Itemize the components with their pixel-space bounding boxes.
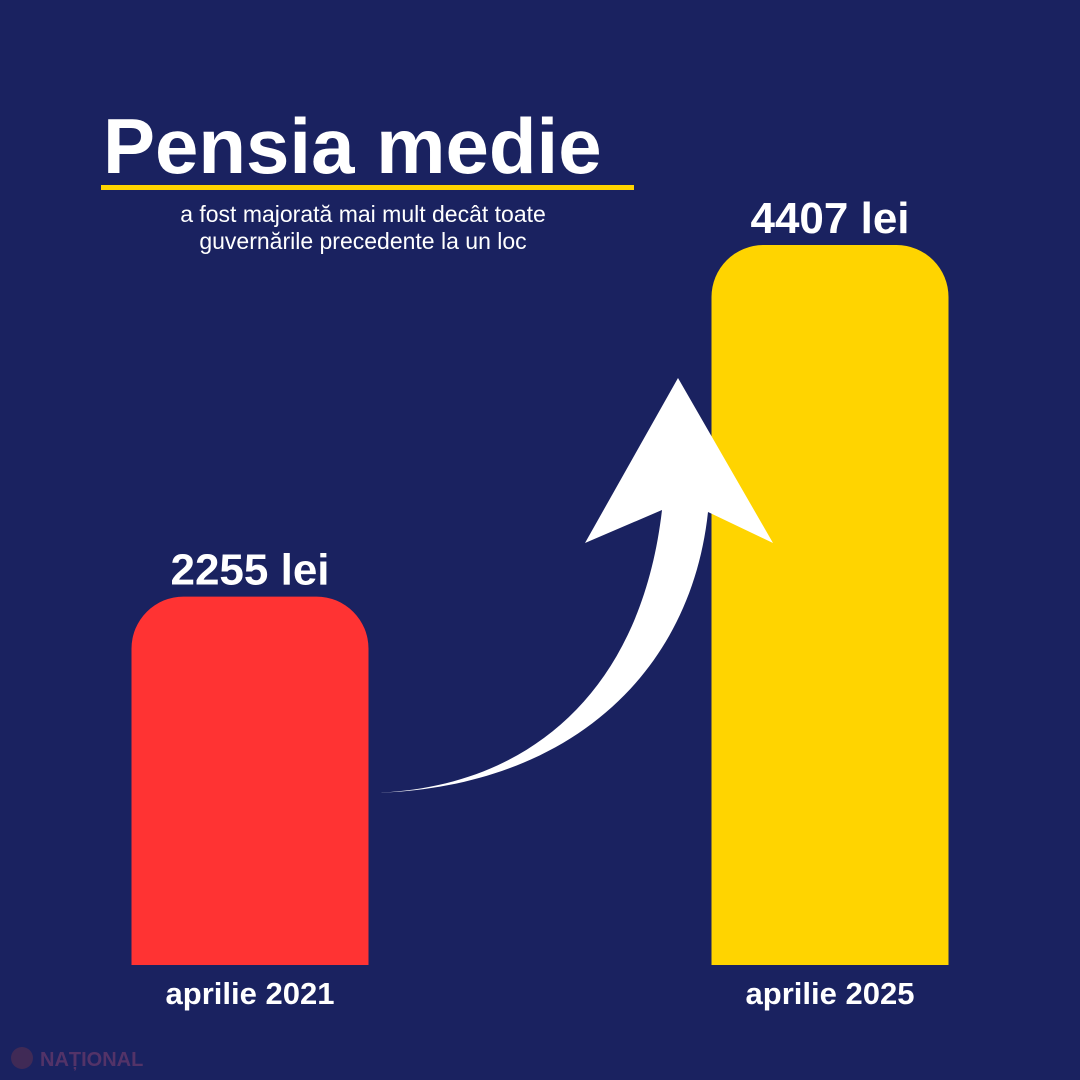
- bar: [131, 596, 369, 965]
- value-label: 2255 lei: [170, 546, 329, 595]
- value-label: 4407 lei: [750, 194, 909, 243]
- watermark: NAȚIONAL: [40, 1049, 143, 1071]
- bar: [711, 245, 949, 965]
- title-underline: [101, 185, 634, 190]
- chart-title: Pensia medie: [103, 102, 602, 190]
- x-tick-label: aprilie 2021: [166, 976, 335, 1011]
- subtitle-line: guvernările precedente la un loc: [199, 228, 526, 254]
- x-tick-label: aprilie 2025: [746, 976, 915, 1011]
- watermark-logo: [11, 1047, 33, 1069]
- growth-arrow: [370, 378, 773, 793]
- subtitle-line: a fost majorată mai mult decât toate: [180, 201, 546, 227]
